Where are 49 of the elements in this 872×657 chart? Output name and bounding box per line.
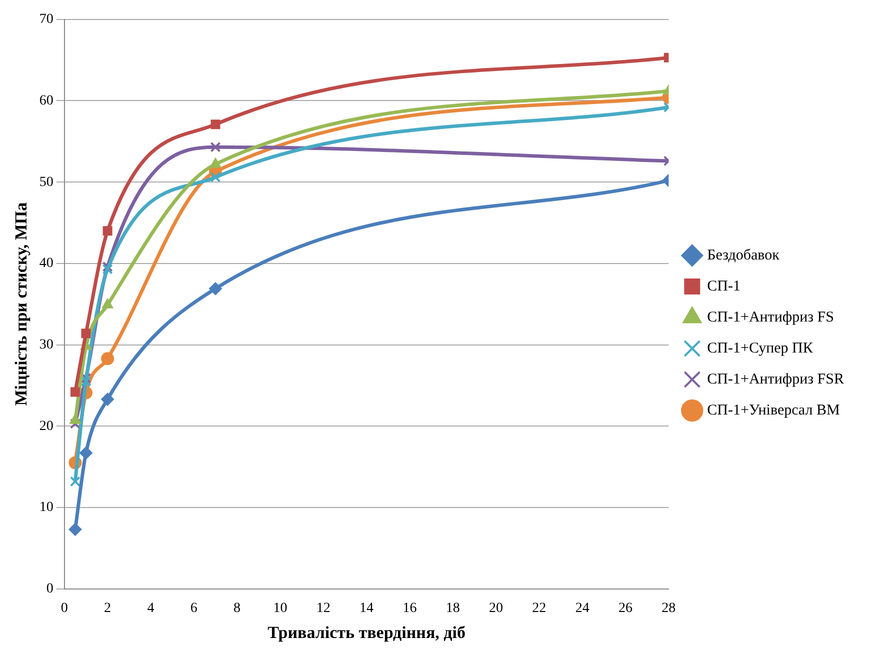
x-tick-label: 22	[532, 600, 546, 616]
point	[102, 264, 113, 274]
point	[102, 261, 113, 272]
point	[101, 352, 114, 366]
point	[210, 142, 221, 152]
point	[80, 372, 92, 384]
point	[210, 120, 220, 130]
point	[70, 476, 80, 487]
legend-label: СП-1+Універсал ВМ	[707, 402, 840, 418]
y-tick-label: 40	[39, 256, 54, 272]
y-tick-label: 10	[39, 500, 54, 516]
point	[68, 522, 82, 536]
y-tick-label: 70	[39, 12, 54, 28]
y-tick-label: 50	[39, 174, 54, 190]
x-tick-label: 10	[273, 600, 288, 616]
x-tick-label: 28	[662, 600, 676, 616]
point	[81, 328, 91, 338]
y-tick-label: 20	[39, 418, 54, 434]
point	[210, 172, 221, 182]
point	[70, 387, 80, 397]
x-tick-label: 2	[104, 600, 112, 616]
x-tick-label: 26	[618, 600, 632, 616]
x-tick-label: 24	[575, 600, 590, 616]
x-tick-label: 20	[489, 600, 504, 616]
point	[70, 418, 80, 429]
point	[80, 376, 92, 387]
legend-label: Бездобавок	[707, 247, 780, 264]
legend-label: СП-1+Антифриз FSR	[707, 371, 844, 388]
point	[208, 282, 222, 296]
y-tick-label: 60	[39, 93, 54, 108]
legend-label: СП-1+Супер ПК	[707, 340, 814, 356]
y-tick-label: 0	[46, 581, 54, 596]
x-tick-label: 14	[360, 600, 374, 616]
legend-label: СП-1	[707, 278, 740, 294]
point	[79, 446, 92, 460]
point	[101, 392, 114, 406]
y-tick-label: 30	[39, 337, 54, 352]
x-tick-label: 16	[402, 600, 417, 616]
x-tick-label: 8	[234, 600, 241, 616]
point	[210, 158, 222, 168]
x-tick-label: 6	[190, 600, 198, 616]
x-tick-label: 12	[316, 600, 330, 616]
x-tick-label: 4	[147, 600, 154, 616]
y-axis-title: Міцність при стиску, МПа	[12, 202, 31, 406]
legend-label: СП-1+Антифриз FS	[707, 309, 834, 326]
x-tick-label: 18	[446, 600, 460, 616]
x-tick-label: 0	[60, 600, 68, 616]
point	[102, 226, 112, 236]
x-axis-title: Тривалість твердіння, діб	[268, 623, 466, 642]
